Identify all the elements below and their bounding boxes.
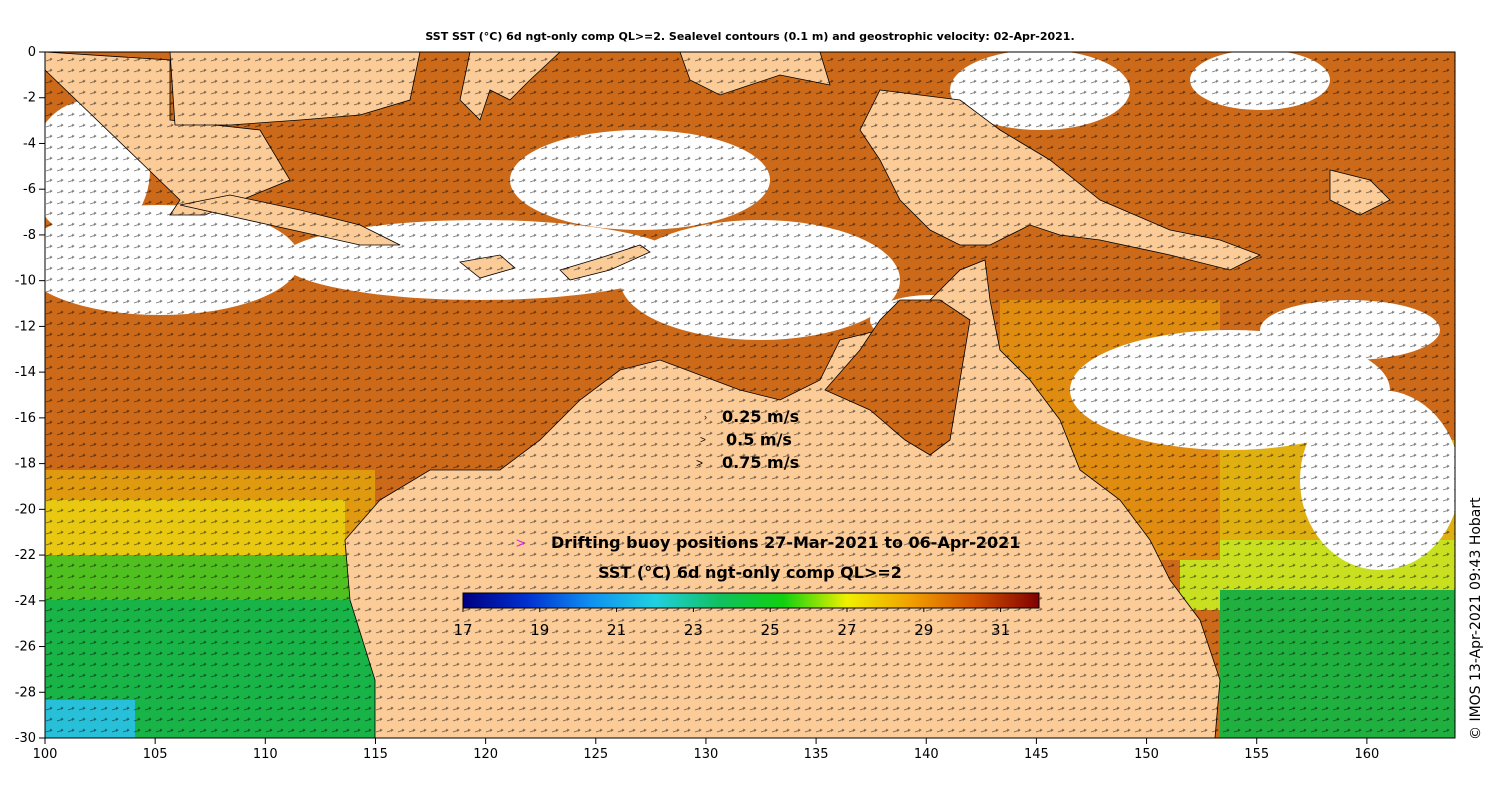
y-tick-label: -2 xyxy=(23,91,36,106)
x-tick-label: 140 xyxy=(914,747,939,762)
x-tick-label: 100 xyxy=(33,747,58,762)
y-tick-label: -28 xyxy=(15,685,36,700)
x-tick-label: 120 xyxy=(473,747,498,762)
plot-area xyxy=(45,52,1455,738)
buoy-legend: > Drifting buoy positions 27-Mar-2021 to… xyxy=(516,533,1020,552)
x-tick-label: 130 xyxy=(694,747,719,762)
colorbar-tick-label: 31 xyxy=(991,621,1010,639)
y-tick-label: -14 xyxy=(15,365,36,380)
colorbar-ramp xyxy=(462,592,1040,609)
x-tick-label: 155 xyxy=(1244,747,1269,762)
velocity-vectors xyxy=(45,52,1455,738)
velocity-arrow-large: > xyxy=(696,456,703,470)
x-tick-label: 135 xyxy=(804,747,829,762)
velocity-legend: › 0.25 m/s > 0.5 m/s > 0.75 m/s xyxy=(696,407,799,472)
x-tick-label: 160 xyxy=(1354,747,1379,762)
credit-text: © IMOS 13-Apr-2021 09:43 Hobart xyxy=(1468,497,1484,740)
y-tick-label: -22 xyxy=(15,548,36,563)
map-title: SST SST (°C) 6d ngt-only comp QL>=2. Sea… xyxy=(425,30,1075,43)
x-tick-label: 145 xyxy=(1024,747,1049,762)
colorbar-tick-label: 17 xyxy=(453,621,472,639)
colorbar-tick-label: 23 xyxy=(684,621,703,639)
y-tick-label: -20 xyxy=(15,502,36,517)
y-tick-label: -6 xyxy=(23,182,36,197)
x-tick-label: 150 xyxy=(1134,747,1159,762)
y-tick-label: -8 xyxy=(23,228,36,243)
colorbar: SST (°C) 6d ngt-only comp QL>=2 17 19 21 23… xyxy=(453,563,1040,639)
colorbar-tick-label: 25 xyxy=(761,621,780,639)
y-tick-label: -12 xyxy=(15,319,36,334)
velocity-label-1: 0.25 m/s xyxy=(722,407,799,426)
y-tick-label: -30 xyxy=(15,731,36,746)
buoy-symbol: > xyxy=(516,535,525,552)
colorbar-tick-label: 29 xyxy=(914,621,933,639)
y-tick-label: -10 xyxy=(15,274,36,289)
colorbar-title: SST (°C) 6d ngt-only comp QL>=2 xyxy=(598,563,902,582)
x-tick-label: 105 xyxy=(143,747,168,762)
velocity-arrow-medium: > xyxy=(700,435,706,446)
x-tick-label: 125 xyxy=(583,747,608,762)
colorbar-tick-label: 19 xyxy=(530,621,549,639)
y-tick-label: 0 xyxy=(28,45,36,60)
velocity-label-2: 0.5 m/s xyxy=(726,430,792,449)
y-axis: 0 -2 -4 -6 -8 -10 -12 -14 -16 -18 -20 -22 -24 -26 -28 -… xyxy=(15,45,45,746)
x-tick-label: 115 xyxy=(363,747,388,762)
colorbar-tick-label: 21 xyxy=(607,621,626,639)
y-tick-label: -26 xyxy=(15,640,36,655)
y-tick-label: -4 xyxy=(23,136,36,151)
plot-frame xyxy=(44,51,1456,739)
y-tick-label: -18 xyxy=(15,457,36,472)
colorbar-ticks: 17 19 21 23 25 27 29 31 xyxy=(453,608,1010,639)
y-tick-label: -16 xyxy=(15,411,36,426)
x-axis: 100 105 110 115 120 125 130 135 140 145 150 155 160 xyxy=(33,738,1379,762)
velocity-label-3: 0.75 m/s xyxy=(722,453,799,472)
x-tick-label: 110 xyxy=(253,747,278,762)
y-tick-label: -24 xyxy=(15,594,36,609)
velocity-arrow-small: › xyxy=(704,412,707,422)
colorbar-tick-label: 27 xyxy=(837,621,856,639)
buoy-label: Drifting buoy positions 27-Mar-2021 to 0… xyxy=(551,533,1020,552)
